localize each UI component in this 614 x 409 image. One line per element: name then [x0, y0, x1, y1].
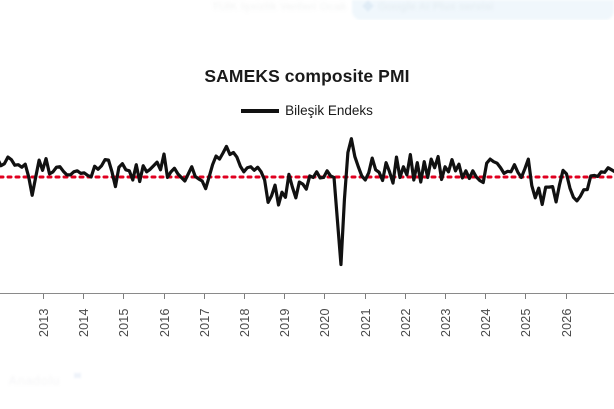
plot-area: [0, 120, 614, 295]
footer-watermark: Anadolu: [0, 371, 200, 395]
faded-chrome-pill: [352, 0, 614, 20]
x-axis-tick-label-2024: 2024: [479, 308, 494, 337]
x-axis-tick: [83, 294, 85, 299]
legend-line-swatch: [241, 108, 280, 113]
chart-legend: Bileşik Endeks: [0, 103, 614, 118]
x-axis-labels: 2013 2014 2015 2016 2017 2018 2019 2020 2021 2022…: [0, 299, 614, 343]
x-axis-tick-label-2025: 2025: [519, 308, 534, 337]
x-axis-tick-label-2013: 2013: [37, 308, 51, 337]
x-axis-tick-label-2026: 2026: [559, 308, 574, 337]
faded-diamond-icon: [362, 0, 374, 12]
x-axis-ticks: [0, 294, 614, 300]
x-axis-tick-label-2016: 2016: [157, 308, 172, 337]
faded-top-chrome: TÜİK İşsizlik Verileri Ocak Google AI Pl…: [0, 0, 614, 20]
x-axis-tick-label-2014: 2014: [77, 308, 92, 337]
x-axis-tick-label-2021: 2021: [358, 308, 373, 337]
x-axis-tick: [163, 294, 165, 299]
faded-headline-right: Google AI Plus servisi: [378, 1, 494, 13]
chart-title: SAMEKS composite PMI: [204, 66, 410, 86]
x-axis-tick: [43, 294, 44, 299]
watermark-text: Anadolu: [8, 373, 60, 388]
x-axis-tick-label-2019: 2019: [278, 308, 293, 337]
x-axis-line: [0, 293, 614, 294]
x-axis-tick: [244, 294, 245, 299]
legend-item-label: Bileşik Endeks: [285, 103, 373, 118]
pmi-line-chart: [0, 137, 614, 267]
x-axis-tick-label-2018: 2018: [238, 308, 252, 337]
x-axis-tick: [565, 294, 567, 299]
x-axis-tick-label-2023: 2023: [439, 308, 453, 337]
x-axis-tick: [284, 294, 286, 299]
watermark-mark-icon: [74, 373, 81, 378]
x-axis-tick: [123, 294, 125, 299]
x-axis-tick-label-2015: 2015: [117, 308, 132, 337]
x-axis-tick: [404, 294, 406, 299]
x-axis-tick: [364, 294, 366, 299]
x-axis-tick-label-2022: 2022: [398, 308, 413, 337]
x-axis-tick: [445, 294, 446, 299]
x-axis-tick-label-2020: 2020: [318, 308, 333, 337]
faded-headline-left: TÜİK İşsizlik Verileri Ocak: [212, 1, 347, 13]
x-axis-tick: [485, 294, 487, 299]
x-axis-tick: [203, 294, 205, 299]
x-axis-tick: [324, 294, 326, 299]
x-axis-tick: [525, 294, 527, 299]
series-line-bilesik-endeks: [0, 137, 614, 267]
x-axis-tick-label-2017: 2017: [197, 308, 212, 337]
